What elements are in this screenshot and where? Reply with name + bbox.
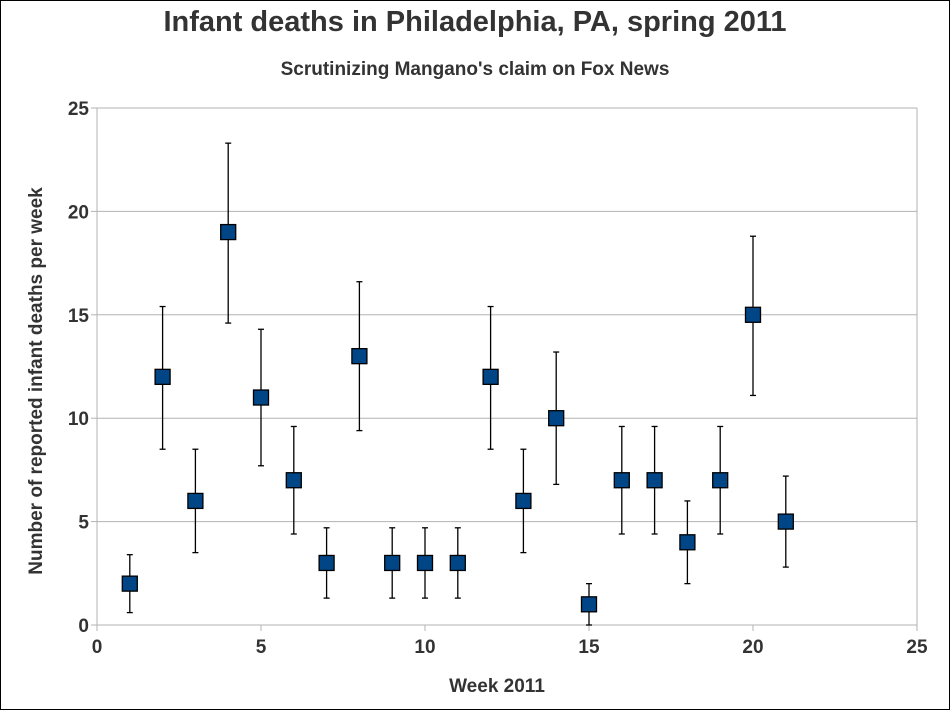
error-bars	[126, 142, 789, 626]
data-point	[548, 410, 565, 427]
x-tick-label: 20	[742, 637, 763, 658]
data-point	[580, 596, 598, 613]
data-point	[482, 368, 499, 385]
data-point	[154, 368, 171, 385]
data-point	[712, 472, 729, 489]
y-tick-label: 5	[78, 513, 89, 534]
chart-subtitle: Scrutinizing Mangano's claim on Fox News	[280, 59, 670, 80]
y-tick-label: 15	[68, 306, 90, 327]
y-tick-labels: 0 5 10 15 20 25	[68, 99, 97, 637]
axes	[96, 108, 918, 626]
gridlines	[97, 107, 917, 523]
data-point	[515, 492, 532, 510]
x-tick-label: 0	[92, 637, 103, 658]
data-point	[744, 306, 762, 323]
data-point	[351, 348, 368, 365]
chart-title: Infant deaths in Philadelphia, PA, sprin…	[163, 6, 787, 38]
y-tick-label: 10	[68, 409, 89, 430]
data-point	[384, 554, 401, 572]
x-tick-label: 5	[256, 637, 267, 658]
data-point	[187, 492, 204, 510]
data-point	[121, 575, 138, 592]
y-tick-label: 25	[68, 99, 90, 120]
x-tick-label: 15	[578, 637, 600, 658]
data-point	[252, 389, 270, 406]
data-point	[613, 472, 630, 489]
y-axis-title: Number of reported infant deaths per wee…	[26, 187, 47, 575]
x-tick-label: 10	[414, 637, 435, 658]
y-tick-label: 0	[78, 616, 89, 637]
y-tick-label: 20	[68, 202, 89, 223]
data-point	[285, 472, 302, 489]
data-point	[646, 472, 663, 489]
data-point	[679, 534, 696, 551]
x-tick-labels: 0 5 10 15 20 25	[92, 625, 928, 658]
data-point	[777, 513, 794, 530]
data-point	[449, 554, 466, 572]
x-axis-title: Week 2011	[449, 676, 545, 697]
data-point	[220, 223, 237, 241]
x-tick-label: 25	[906, 637, 928, 658]
data-point	[416, 554, 434, 572]
data-markers	[121, 223, 794, 613]
data-point	[318, 554, 335, 572]
